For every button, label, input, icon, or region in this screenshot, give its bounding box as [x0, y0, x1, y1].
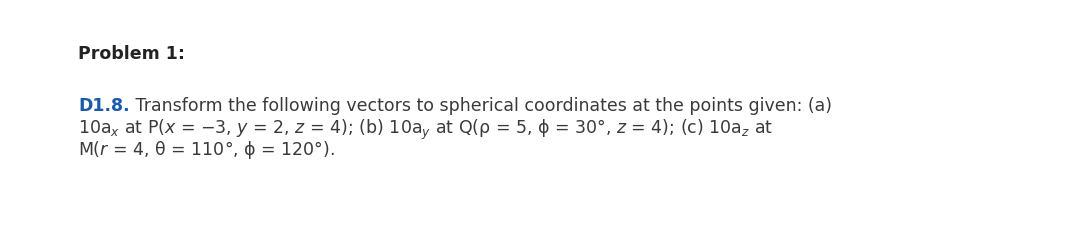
- Text: Problem 1:: Problem 1:: [78, 45, 185, 63]
- Text: 10a$_{x}$ at P($x$ = −3, $y$ = 2, $z$ = 4); (b) 10a$_{y}$ at Q(ρ = 5, ϕ = 30°, $: 10a$_{x}$ at P($x$ = −3, $y$ = 2, $z$ = …: [78, 118, 773, 142]
- Text: D1.8.: D1.8.: [78, 97, 130, 115]
- Text: Transform the following vectors to spherical coordinates at the points given: (a: Transform the following vectors to spher…: [130, 97, 832, 115]
- Text: M($r$ = 4, θ = 110°, ϕ = 120°).: M($r$ = 4, θ = 110°, ϕ = 120°).: [78, 139, 335, 161]
